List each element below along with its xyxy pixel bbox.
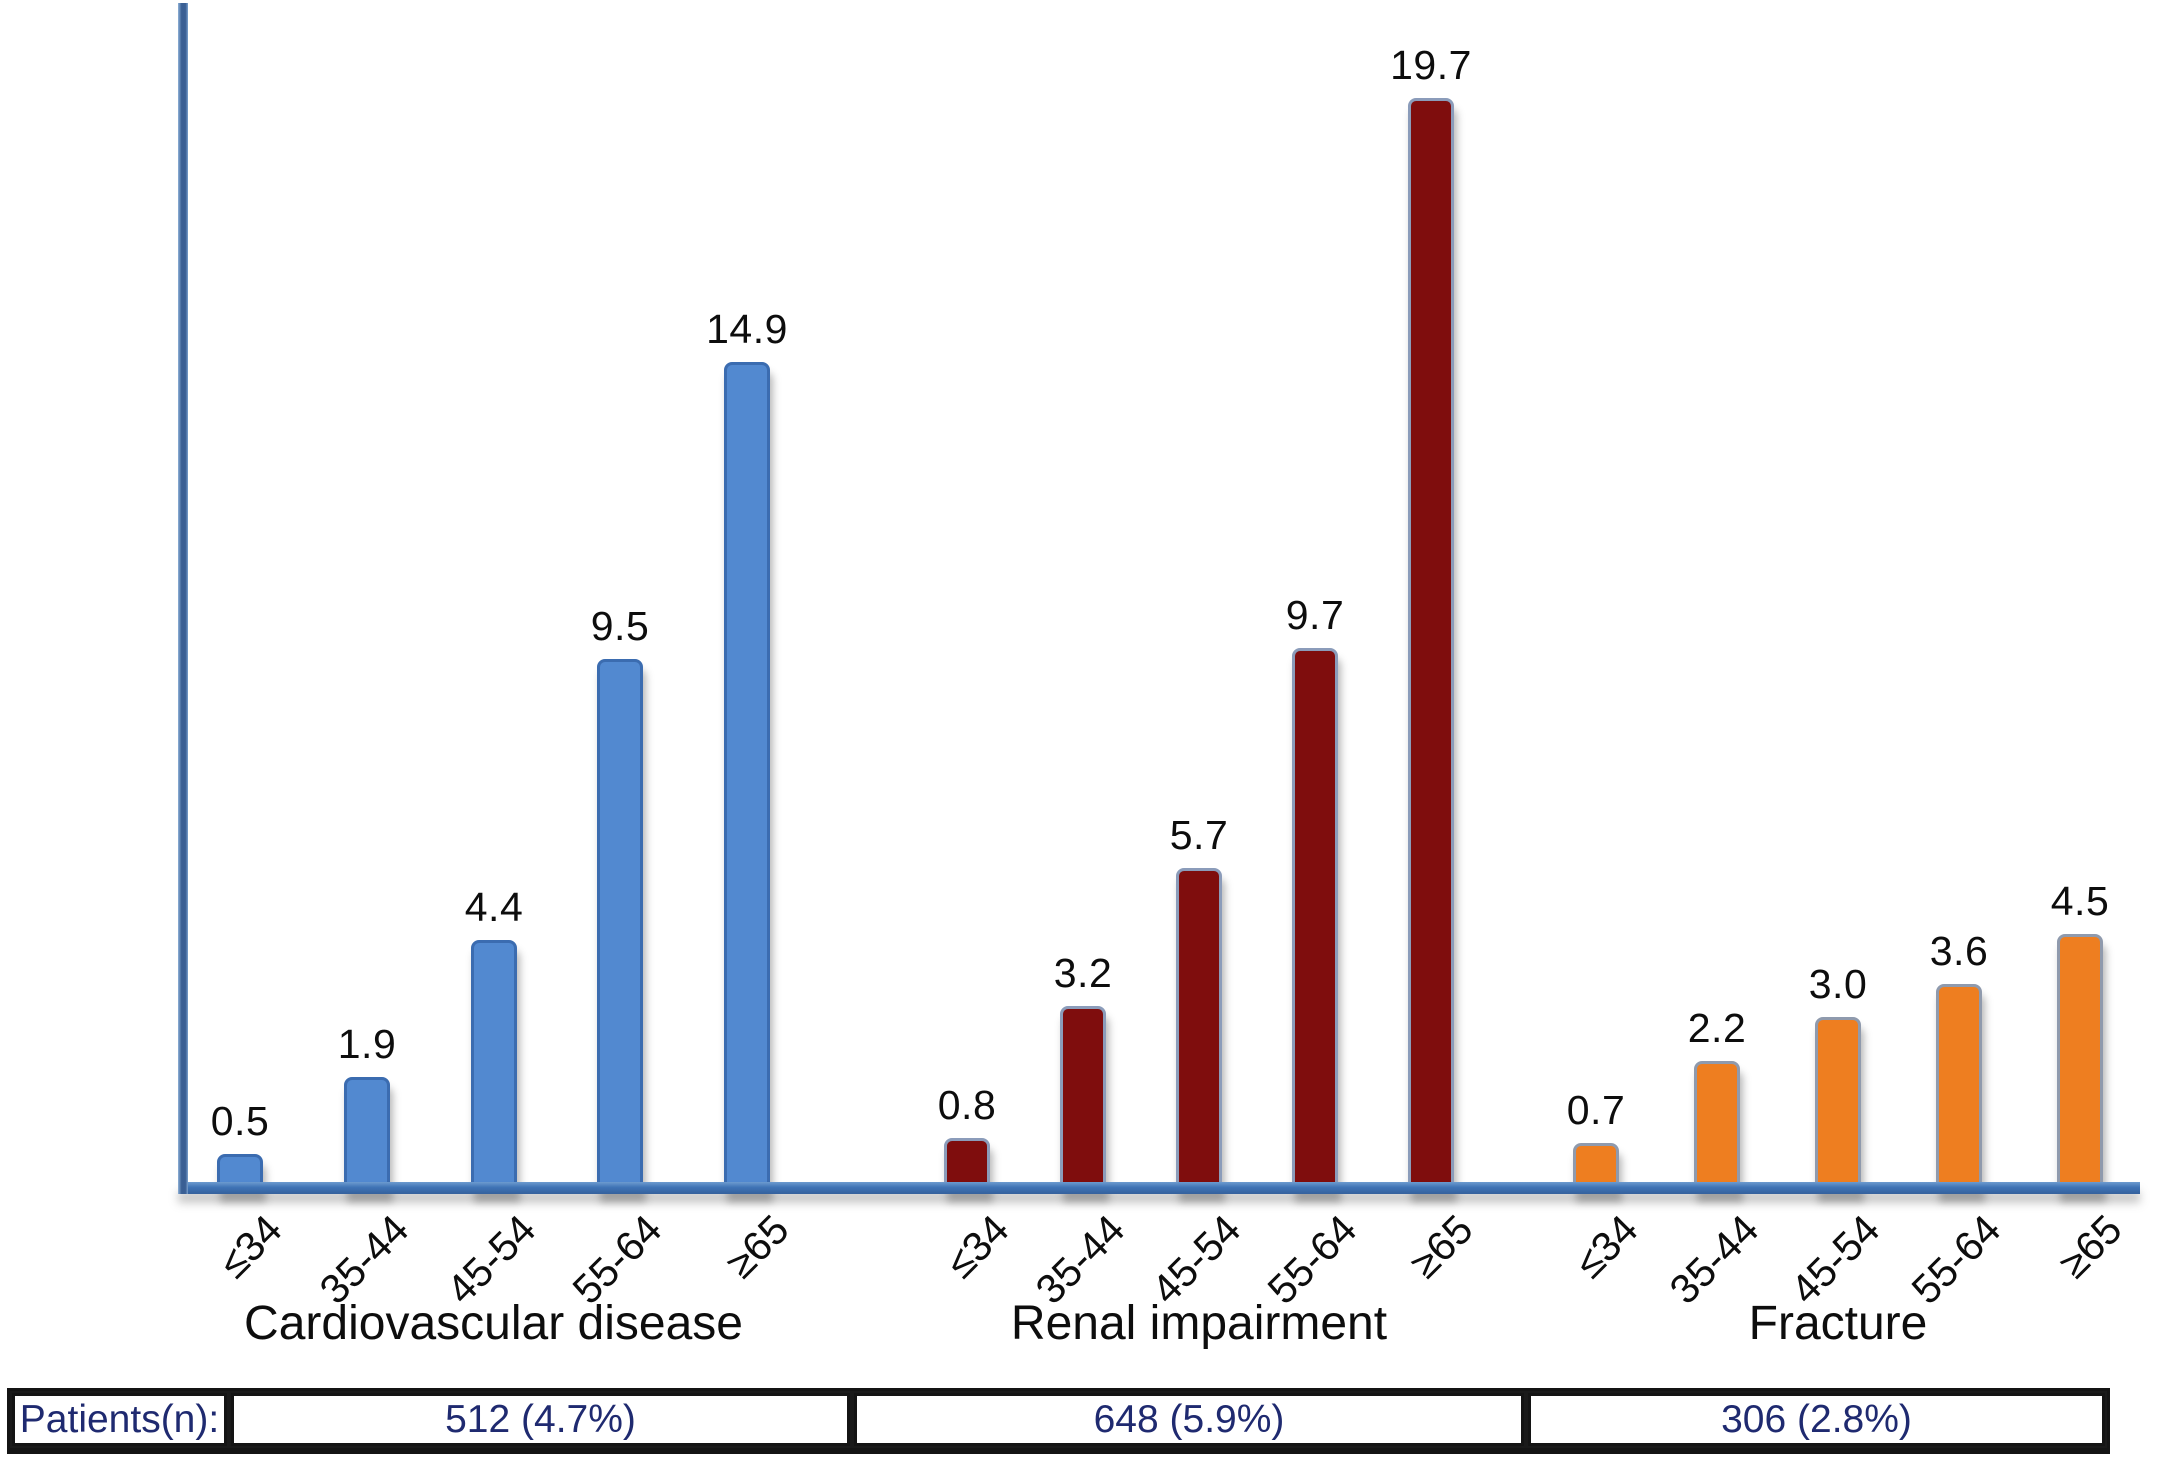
x-tick-fracture--65: ≥65 bbox=[2049, 1206, 2131, 1287]
bar-renal-impairment-45-54 bbox=[1176, 868, 1222, 1192]
value-label-fracture-55-64: 3.6 bbox=[1929, 928, 1989, 974]
bar-fracture-35-44 bbox=[1694, 1061, 1740, 1192]
x-tick-renal-impairment--65: ≥65 bbox=[1400, 1206, 1482, 1287]
value-label-renal-impairment--34: 0.8 bbox=[937, 1082, 997, 1128]
value-label-cardiovascular-disease-55-64: 9.5 bbox=[590, 603, 650, 649]
patients-count-renal: 648 (5.9%) bbox=[854, 1393, 1524, 1446]
group-title-renal-impairment: Renal impairment bbox=[1010, 1297, 1388, 1350]
value-label-renal-impairment-45-54: 5.7 bbox=[1169, 812, 1229, 858]
patients-table: Patients(n): 512 (4.7%) 648 (5.9%) 306 (… bbox=[7, 1388, 2110, 1454]
value-label-renal-impairment--65: 19.7 bbox=[1390, 42, 1472, 88]
value-label-fracture--34: 0.7 bbox=[1566, 1087, 1626, 1133]
value-label-cardiovascular-disease-35-44: 1.9 bbox=[337, 1021, 397, 1067]
value-label-cardiovascular-disease-45-54: 4.4 bbox=[464, 884, 524, 930]
group-title-cardiovascular-disease: Cardiovascular disease bbox=[244, 1297, 743, 1350]
group-title-fracture: Fracture bbox=[1748, 1297, 1928, 1350]
bar-cardiovascular-disease-55-64 bbox=[597, 659, 643, 1192]
bar-fracture-45-54 bbox=[1815, 1017, 1861, 1192]
bar-renal-impairment-35-44 bbox=[1060, 1006, 1106, 1192]
bar-cardiovascular-disease--65 bbox=[724, 362, 770, 1192]
patients-count-fracture: 306 (2.8%) bbox=[1528, 1393, 2105, 1446]
bar-cardiovascular-disease-45-54 bbox=[471, 940, 517, 1192]
value-label-fracture--65: 4.5 bbox=[2050, 878, 2110, 924]
x-tick-cardiovascular-disease--34: ≤34 bbox=[209, 1206, 291, 1287]
value-label-renal-impairment-55-64: 9.7 bbox=[1285, 592, 1345, 638]
bar-renal-impairment--65 bbox=[1408, 98, 1454, 1192]
bar-renal-impairment-55-64 bbox=[1292, 648, 1338, 1192]
bar-cardiovascular-disease-35-44 bbox=[344, 1077, 390, 1192]
patients-row-label: Patients(n): bbox=[12, 1393, 227, 1446]
value-label-renal-impairment-35-44: 3.2 bbox=[1053, 950, 1113, 996]
bar-fracture--65 bbox=[2057, 934, 2103, 1192]
bar-fracture-55-64 bbox=[1936, 984, 1982, 1192]
value-label-fracture-35-44: 2.2 bbox=[1687, 1005, 1747, 1051]
value-label-fracture-45-54: 3.0 bbox=[1808, 961, 1868, 1007]
y-axis-line bbox=[178, 3, 188, 1194]
patients-count-cardiovascular: 512 (4.7%) bbox=[231, 1393, 850, 1446]
x-axis-line bbox=[178, 1182, 2140, 1194]
x-tick-cardiovascular-disease--65: ≥65 bbox=[716, 1206, 798, 1287]
value-label-cardiovascular-disease--65: 14.9 bbox=[706, 306, 788, 352]
x-tick-fracture--34: ≤34 bbox=[1565, 1206, 1647, 1287]
x-tick-renal-impairment--34: ≤34 bbox=[936, 1206, 1018, 1287]
value-label-cardiovascular-disease--34: 0.5 bbox=[210, 1098, 270, 1144]
